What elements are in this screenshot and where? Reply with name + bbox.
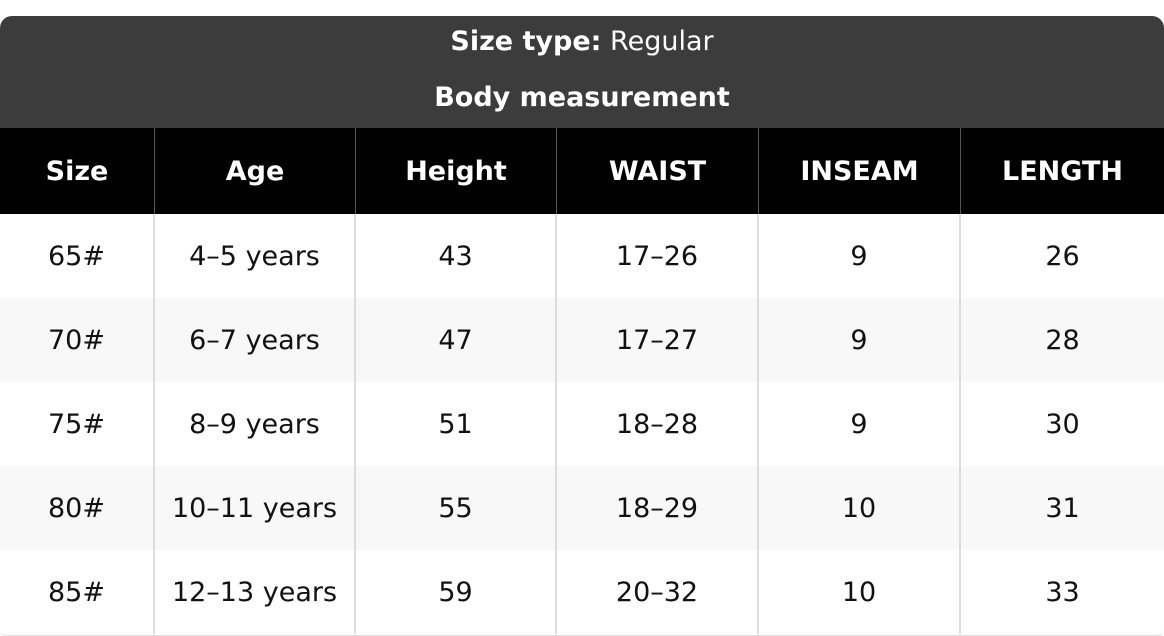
column-header: Size xyxy=(0,128,155,214)
table-cell: 55 xyxy=(356,466,557,550)
size-chart: Size type: Regular Body measurement Size… xyxy=(0,16,1164,636)
table-cell: 20–32 xyxy=(557,550,759,634)
size-type-label: Size type: xyxy=(450,26,602,57)
column-header: WAIST xyxy=(557,128,759,214)
table-title: Body measurement xyxy=(434,82,730,113)
table-cell: 17–26 xyxy=(557,214,759,298)
column-header: LENGTH xyxy=(961,128,1164,214)
table-cell: 80# xyxy=(0,466,155,550)
table-cell: 47 xyxy=(356,298,557,382)
table-cell: 10 xyxy=(759,550,961,634)
table-cell: 28 xyxy=(961,298,1164,382)
table-cell: 8–9 years xyxy=(155,382,356,466)
table-cell: 51 xyxy=(356,382,557,466)
table-cell: 65# xyxy=(0,214,155,298)
table-cell: 30 xyxy=(961,382,1164,466)
table-cell: 9 xyxy=(759,298,961,382)
table-cell: 75# xyxy=(0,382,155,466)
table-cell: 85# xyxy=(0,550,155,634)
table-cell: 33 xyxy=(961,550,1164,634)
table-cell: 10–11 years xyxy=(155,466,356,550)
table-cell: 6–7 years xyxy=(155,298,356,382)
table-cell: 70# xyxy=(0,298,155,382)
table-cell: 31 xyxy=(961,466,1164,550)
column-header: Age xyxy=(155,128,356,214)
table-cell: 18–29 xyxy=(557,466,759,550)
size-type-value: Regular xyxy=(610,26,714,57)
table-cell: 9 xyxy=(759,382,961,466)
table-cell: 59 xyxy=(356,550,557,634)
table-cell: 10 xyxy=(759,466,961,550)
table-cell: 9 xyxy=(759,214,961,298)
chart-header: Size type: Regular Body measurement xyxy=(0,16,1164,128)
table-cell: 43 xyxy=(356,214,557,298)
column-header: Height xyxy=(356,128,557,214)
table-cell: 12–13 years xyxy=(155,550,356,634)
table-cell: 26 xyxy=(961,214,1164,298)
size-type: Size type: Regular xyxy=(0,26,1164,57)
table-cell: 4–5 years xyxy=(155,214,356,298)
column-header: INSEAM xyxy=(759,128,961,214)
table-cell: 18–28 xyxy=(557,382,759,466)
table-cell: 17–27 xyxy=(557,298,759,382)
